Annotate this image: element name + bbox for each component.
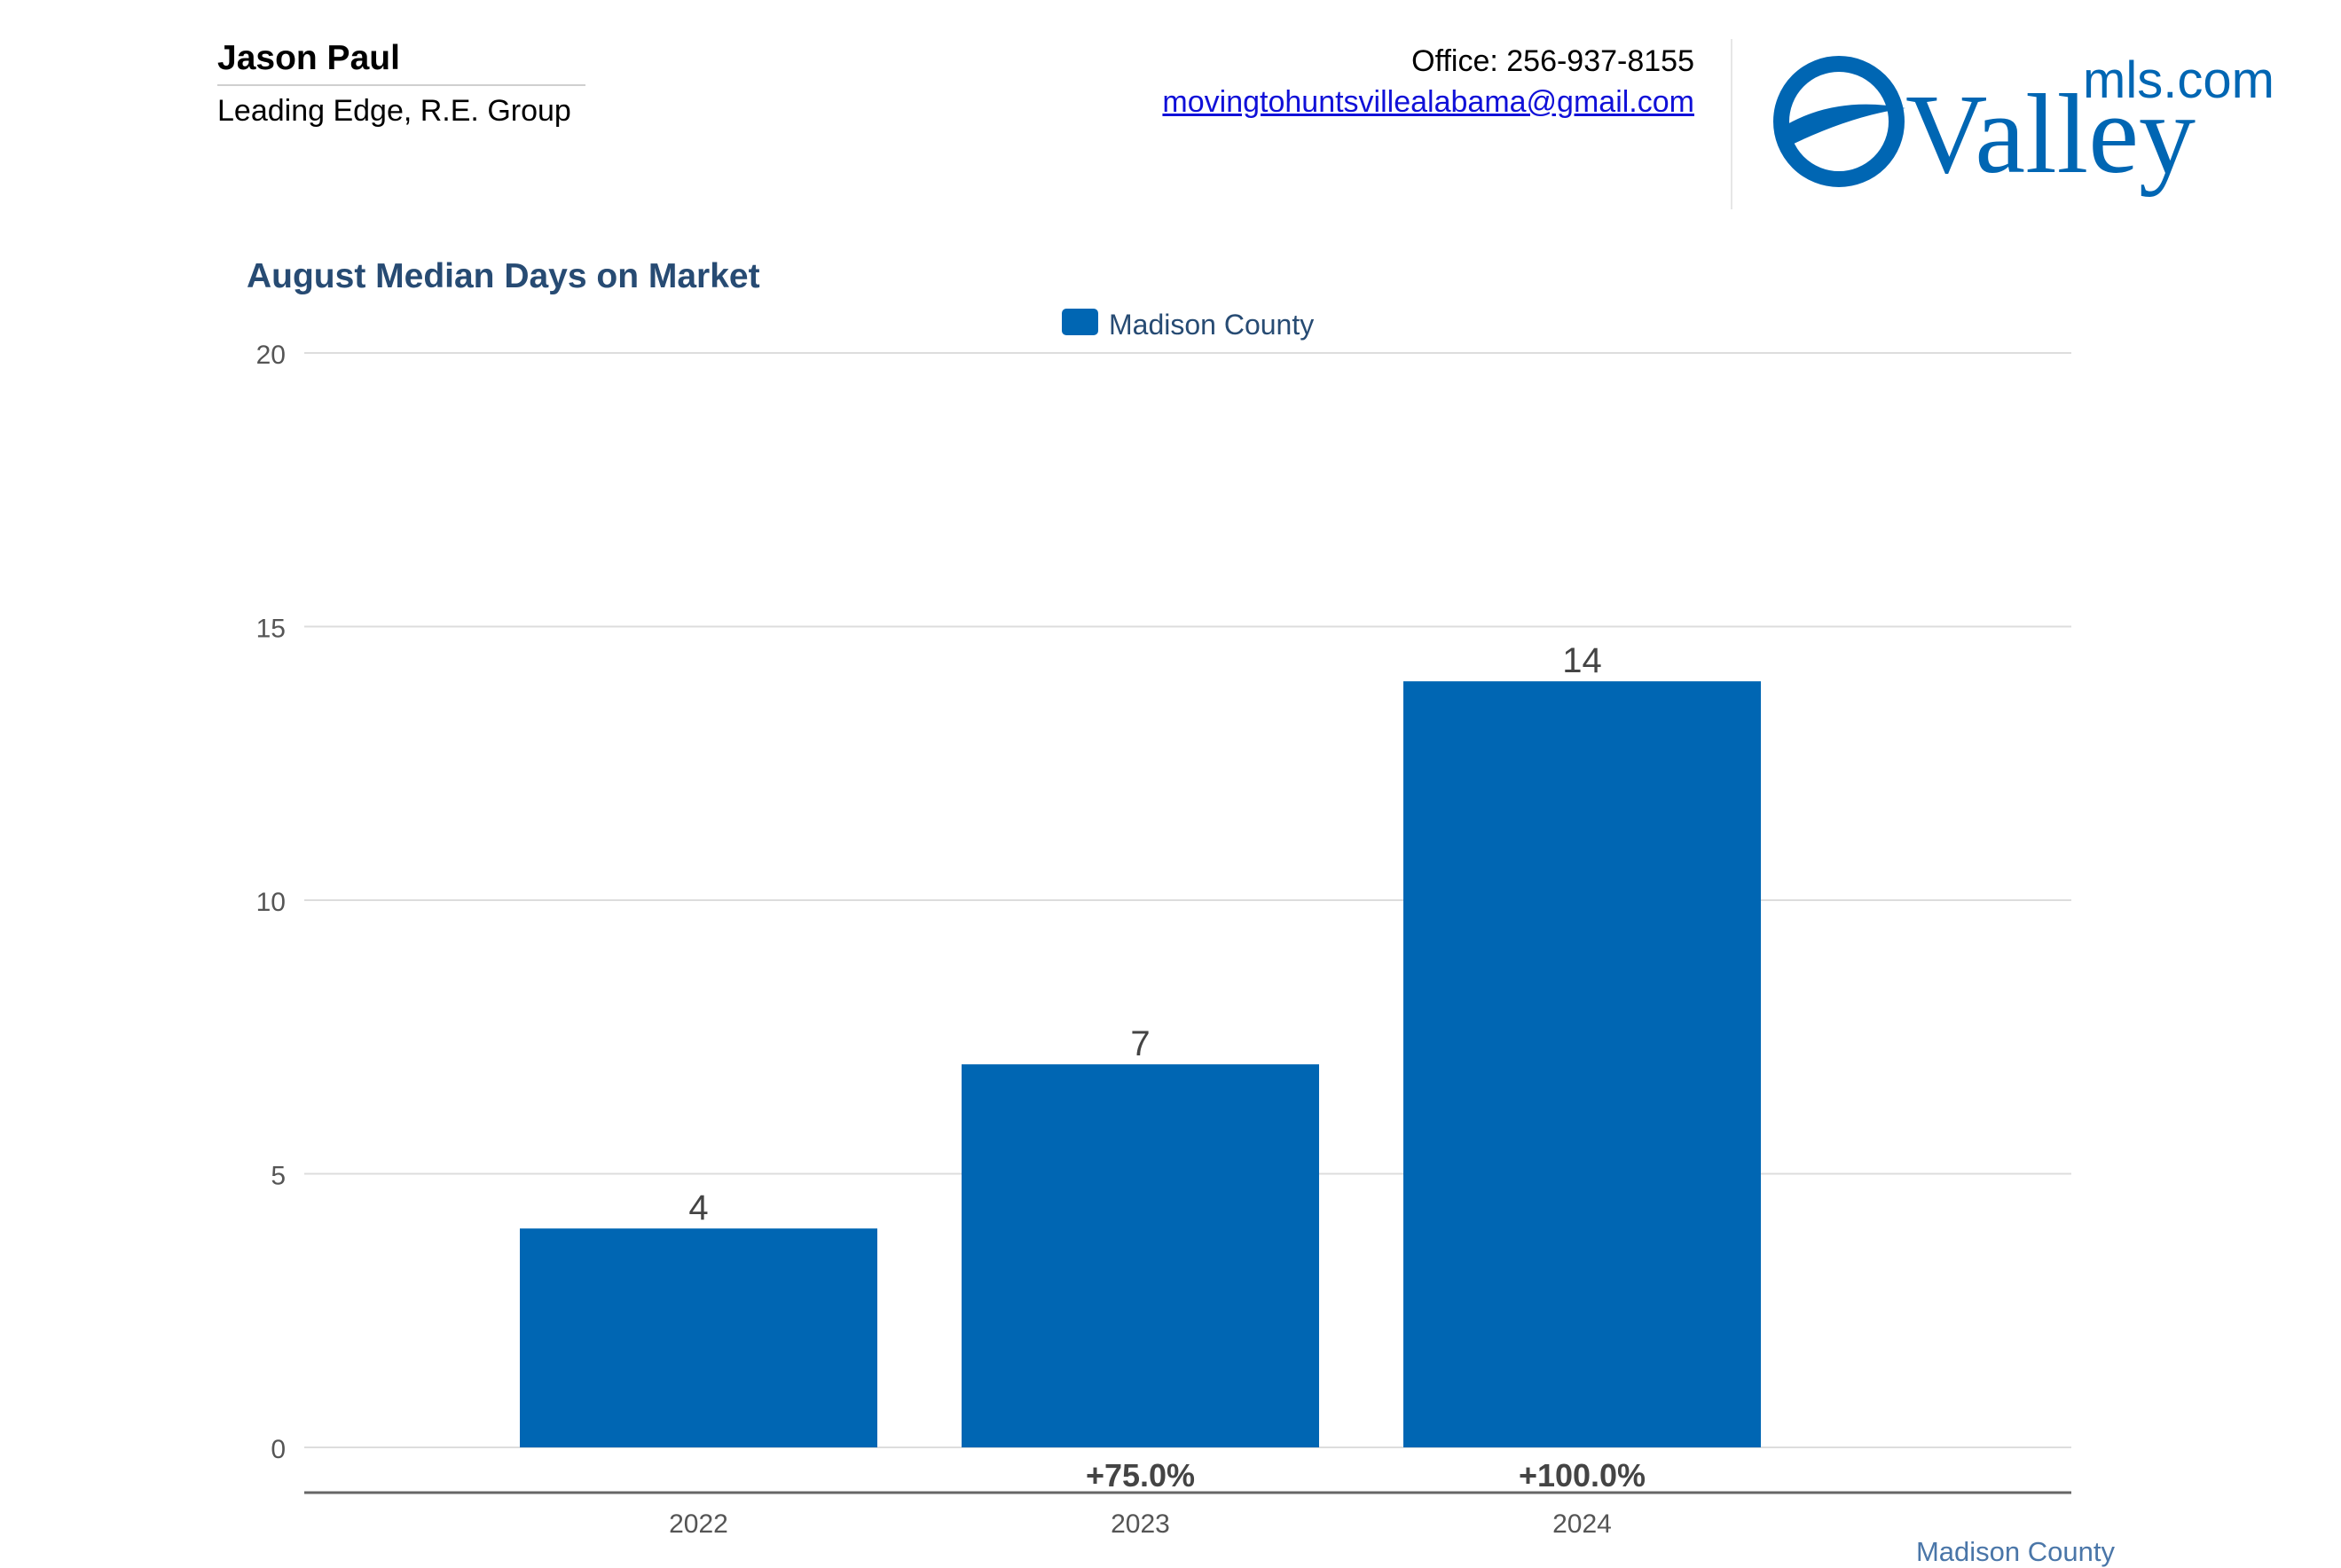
agent-name: Jason Paul — [217, 39, 400, 77]
y-tick-label: 5 — [271, 1162, 286, 1191]
x-tick-label: 2024 — [1552, 1509, 1612, 1539]
legend-swatch — [1062, 309, 1098, 335]
header-divider — [1731, 39, 1732, 209]
bar-2024 — [1403, 681, 1761, 1447]
x-tick-label: 2022 — [669, 1509, 728, 1539]
x-tick-label: 2023 — [1111, 1509, 1170, 1539]
logo-word: Valley — [1905, 71, 2196, 197]
agent-name-underline — [217, 84, 585, 86]
logo-mark — [1773, 56, 1905, 187]
y-tick-label: 15 — [256, 615, 286, 644]
bar-value-label: 14 — [1562, 641, 1602, 680]
y-tick-label: 10 — [256, 888, 286, 917]
change-label: +100.0% — [1519, 1457, 1646, 1494]
valleymls-logo-icon: mls.com Valley — [1773, 51, 2274, 197]
bar-2023 — [962, 1064, 1319, 1447]
bar-value-label: 7 — [1130, 1024, 1150, 1063]
logo-suffix: mls.com — [2083, 51, 2274, 109]
agent-company: Leading Edge, R.E. Group — [217, 94, 571, 128]
chart-title: August Median Days on Market — [247, 257, 760, 295]
bar-value-label: 4 — [688, 1188, 708, 1227]
y-tick-label: 0 — [271, 1435, 286, 1464]
change-label: +75.0% — [1086, 1457, 1195, 1494]
email-link[interactable]: movingtohuntsvillealabama@gmail.com — [1162, 85, 1694, 119]
bar-2022 — [520, 1228, 877, 1447]
footer-label: Madison County — [1915, 1536, 2115, 1567]
y-tick-label: 20 — [256, 341, 286, 370]
office-phone: Office: 256-937-8155 — [1411, 44, 1694, 78]
legend-label: Madison County — [1109, 309, 1314, 341]
